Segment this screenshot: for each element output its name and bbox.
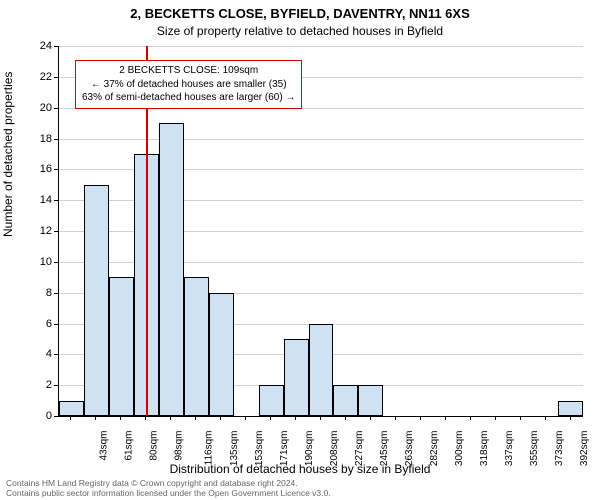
y-tick-label: 20 bbox=[22, 102, 52, 114]
y-tick-mark bbox=[54, 293, 58, 294]
x-tick-mark bbox=[395, 416, 396, 420]
x-tick-mark bbox=[320, 416, 321, 420]
y-tick-mark bbox=[54, 324, 58, 325]
x-tick-mark bbox=[345, 416, 346, 420]
y-tick-mark bbox=[54, 354, 58, 355]
chart-title-main: 2, BECKETTS CLOSE, BYFIELD, DAVENTRY, NN… bbox=[0, 6, 600, 21]
x-tick-label: 355sqm bbox=[529, 431, 540, 467]
x-tick-mark bbox=[195, 416, 196, 420]
x-tick-label: 392sqm bbox=[579, 431, 590, 467]
x-tick-mark bbox=[70, 416, 71, 420]
x-tick-mark bbox=[120, 416, 121, 420]
x-tick-label: 318sqm bbox=[479, 431, 490, 467]
x-tick-mark bbox=[95, 416, 96, 420]
histogram-bar bbox=[184, 277, 209, 416]
x-tick-label: 116sqm bbox=[204, 431, 215, 466]
y-tick-mark bbox=[54, 139, 58, 140]
x-tick-label: 190sqm bbox=[304, 431, 315, 467]
x-tick-label: 300sqm bbox=[454, 431, 465, 467]
x-tick-label: 171sqm bbox=[279, 431, 290, 467]
y-tick-label: 14 bbox=[22, 194, 52, 206]
x-tick-mark bbox=[220, 416, 221, 420]
histogram-bar bbox=[284, 339, 309, 416]
gridline bbox=[59, 139, 583, 140]
y-tick-label: 10 bbox=[22, 256, 52, 268]
histogram-bar bbox=[59, 401, 84, 416]
histogram-bar bbox=[558, 401, 583, 416]
x-tick-label: 153sqm bbox=[254, 431, 265, 467]
annotation-line2: ← 37% of detached houses are smaller (35… bbox=[82, 78, 295, 92]
footer-text: Contains HM Land Registry data © Crown c… bbox=[6, 478, 331, 498]
x-tick-mark bbox=[545, 416, 546, 420]
y-tick-mark bbox=[54, 108, 58, 109]
x-tick-label: 208sqm bbox=[329, 431, 340, 467]
footer-line2: Contains public sector information licen… bbox=[6, 488, 331, 498]
x-tick-mark bbox=[470, 416, 471, 420]
x-tick-label: 337sqm bbox=[504, 431, 515, 467]
y-tick-label: 0 bbox=[22, 410, 52, 422]
x-tick-mark bbox=[520, 416, 521, 420]
y-tick-label: 6 bbox=[22, 318, 52, 330]
x-tick-label: 43sqm bbox=[99, 431, 110, 461]
y-tick-mark bbox=[54, 385, 58, 386]
y-tick-label: 12 bbox=[22, 225, 52, 237]
x-tick-mark bbox=[245, 416, 246, 420]
x-tick-label: 80sqm bbox=[149, 431, 160, 461]
x-tick-mark bbox=[495, 416, 496, 420]
annotation-line1: 2 BECKETTS CLOSE: 109sqm bbox=[82, 64, 295, 78]
y-tick-mark bbox=[54, 231, 58, 232]
x-tick-label: 282sqm bbox=[429, 431, 440, 467]
histogram-bar bbox=[109, 277, 134, 416]
y-tick-mark bbox=[54, 46, 58, 47]
annotation-box: 2 BECKETTS CLOSE: 109sqm ← 37% of detach… bbox=[75, 60, 302, 109]
x-tick-mark bbox=[270, 416, 271, 420]
x-tick-label: 373sqm bbox=[554, 431, 565, 467]
y-tick-label: 24 bbox=[22, 40, 52, 52]
x-tick-label: 61sqm bbox=[124, 431, 135, 461]
y-tick-label: 2 bbox=[22, 379, 52, 391]
x-tick-mark bbox=[420, 416, 421, 420]
x-tick-mark bbox=[370, 416, 371, 420]
y-tick-label: 8 bbox=[22, 287, 52, 299]
histogram-bar bbox=[259, 385, 284, 416]
y-tick-label: 22 bbox=[22, 71, 52, 83]
histogram-bar bbox=[309, 324, 334, 417]
footer-line1: Contains HM Land Registry data © Crown c… bbox=[6, 478, 331, 488]
x-tick-mark bbox=[445, 416, 446, 420]
x-tick-label: 135sqm bbox=[229, 431, 240, 467]
annotation-line3: 63% of semi-detached houses are larger (… bbox=[82, 91, 295, 105]
x-tick-label: 245sqm bbox=[379, 431, 390, 467]
y-tick-mark bbox=[54, 77, 58, 78]
x-tick-mark bbox=[170, 416, 171, 420]
y-tick-mark bbox=[54, 262, 58, 263]
y-tick-mark bbox=[54, 200, 58, 201]
y-tick-mark bbox=[54, 169, 58, 170]
histogram-bar bbox=[358, 385, 383, 416]
histogram-bar bbox=[84, 185, 109, 416]
y-tick-label: 18 bbox=[22, 133, 52, 145]
histogram-bar bbox=[333, 385, 358, 416]
x-tick-label: 263sqm bbox=[404, 431, 415, 467]
x-tick-label: 227sqm bbox=[354, 431, 365, 467]
x-tick-label: 98sqm bbox=[174, 431, 185, 461]
gridline bbox=[59, 46, 583, 47]
histogram-bar bbox=[159, 123, 184, 416]
chart-container: 2, BECKETTS CLOSE, BYFIELD, DAVENTRY, NN… bbox=[0, 0, 600, 500]
chart-title-sub: Size of property relative to detached ho… bbox=[0, 24, 600, 38]
x-tick-mark bbox=[145, 416, 146, 420]
histogram-bar bbox=[209, 293, 234, 416]
x-tick-mark bbox=[295, 416, 296, 420]
y-tick-mark bbox=[54, 416, 58, 417]
y-tick-label: 4 bbox=[22, 348, 52, 360]
y-tick-label: 16 bbox=[22, 163, 52, 175]
x-tick-mark bbox=[570, 416, 571, 420]
y-axis-label: Number of detached properties bbox=[1, 72, 15, 237]
